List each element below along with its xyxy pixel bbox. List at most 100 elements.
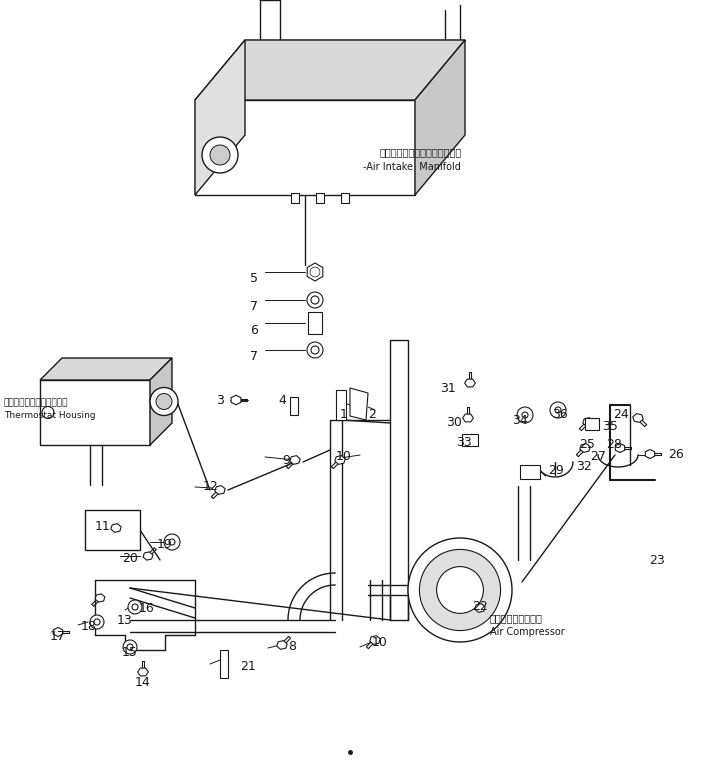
Polygon shape	[307, 263, 323, 281]
Text: 19: 19	[156, 538, 172, 551]
Bar	[462, 434, 478, 446]
Circle shape	[90, 615, 104, 629]
Circle shape	[132, 604, 138, 610]
Text: 10: 10	[336, 451, 352, 464]
Polygon shape	[465, 379, 475, 387]
Circle shape	[307, 292, 323, 308]
Polygon shape	[40, 358, 172, 380]
Bar	[336, 390, 346, 420]
Circle shape	[550, 402, 566, 418]
Circle shape	[150, 388, 178, 415]
Text: 27: 27	[590, 451, 606, 464]
Circle shape	[307, 342, 323, 358]
Polygon shape	[195, 100, 415, 195]
Circle shape	[164, 534, 180, 550]
Text: 5: 5	[250, 271, 258, 285]
Bar	[308, 312, 322, 334]
Circle shape	[555, 407, 561, 413]
Text: 29: 29	[548, 464, 564, 478]
Circle shape	[517, 407, 533, 423]
Polygon shape	[633, 414, 643, 422]
Circle shape	[210, 145, 230, 165]
Circle shape	[408, 538, 512, 642]
Polygon shape	[415, 40, 465, 195]
Text: 3: 3	[216, 394, 224, 407]
Text: Thermostat Housing: Thermostat Housing	[4, 411, 96, 420]
Text: 15: 15	[122, 645, 138, 658]
Polygon shape	[40, 380, 150, 445]
Text: -Air Intake  Manifold: -Air Intake Manifold	[363, 162, 461, 172]
Bar	[291, 193, 299, 203]
Text: 7: 7	[250, 301, 258, 314]
Text: 32: 32	[576, 461, 592, 474]
Polygon shape	[143, 552, 153, 560]
Bar	[585, 418, 599, 430]
Text: 13: 13	[116, 614, 132, 628]
Text: 26: 26	[668, 448, 684, 461]
Polygon shape	[215, 486, 225, 494]
Text: 35: 35	[602, 421, 618, 434]
Text: 28: 28	[606, 438, 622, 451]
Text: 33: 33	[456, 437, 472, 450]
Polygon shape	[95, 594, 105, 602]
Text: 22: 22	[472, 601, 488, 614]
Polygon shape	[195, 40, 465, 100]
Text: 31: 31	[440, 381, 456, 394]
Circle shape	[169, 539, 175, 545]
Circle shape	[202, 137, 238, 173]
Circle shape	[310, 267, 320, 277]
Circle shape	[420, 549, 501, 631]
Circle shape	[437, 567, 484, 614]
Polygon shape	[195, 40, 245, 195]
Polygon shape	[231, 395, 241, 404]
Text: 36: 36	[553, 408, 568, 421]
Text: 34: 34	[512, 414, 528, 427]
Text: 17: 17	[50, 630, 66, 643]
Bar	[341, 193, 349, 203]
Circle shape	[128, 600, 142, 614]
Polygon shape	[150, 358, 172, 445]
Circle shape	[42, 407, 54, 418]
Text: エアーインテークマニホールド: エアーインテークマニホールド	[380, 147, 463, 157]
Text: 2: 2	[368, 408, 376, 421]
Circle shape	[127, 644, 133, 650]
Polygon shape	[138, 668, 148, 676]
Polygon shape	[290, 456, 300, 464]
Polygon shape	[463, 414, 473, 422]
Polygon shape	[583, 418, 593, 426]
Text: 30: 30	[446, 415, 462, 428]
Text: エアーコンプレッサ: エアーコンプレッサ	[490, 613, 543, 623]
Polygon shape	[645, 450, 654, 458]
Text: 11: 11	[94, 521, 110, 534]
Polygon shape	[580, 444, 591, 452]
Circle shape	[156, 394, 172, 410]
Polygon shape	[53, 628, 63, 637]
Text: 14: 14	[134, 677, 150, 690]
Bar	[220, 650, 228, 678]
Bar	[520, 465, 540, 479]
Text: 24: 24	[613, 408, 629, 421]
Text: 10: 10	[372, 637, 388, 650]
Bar	[390, 340, 408, 620]
Polygon shape	[85, 510, 140, 550]
Bar	[316, 193, 324, 203]
Text: 7: 7	[250, 349, 258, 362]
Text: 9: 9	[282, 454, 290, 467]
Polygon shape	[335, 456, 345, 464]
Text: 6: 6	[250, 324, 258, 337]
Circle shape	[123, 640, 137, 654]
Text: 16: 16	[138, 601, 154, 614]
Polygon shape	[111, 524, 121, 532]
Polygon shape	[350, 388, 368, 420]
Circle shape	[522, 412, 528, 418]
Text: 1: 1	[340, 408, 348, 421]
Text: 8: 8	[288, 641, 296, 654]
Polygon shape	[475, 604, 485, 612]
Text: 20: 20	[122, 551, 138, 564]
Polygon shape	[615, 444, 625, 452]
Text: 18: 18	[81, 620, 97, 632]
Text: 21: 21	[240, 661, 256, 674]
Text: Air Compressor: Air Compressor	[490, 627, 565, 637]
Circle shape	[94, 619, 100, 625]
Bar	[290, 397, 298, 415]
